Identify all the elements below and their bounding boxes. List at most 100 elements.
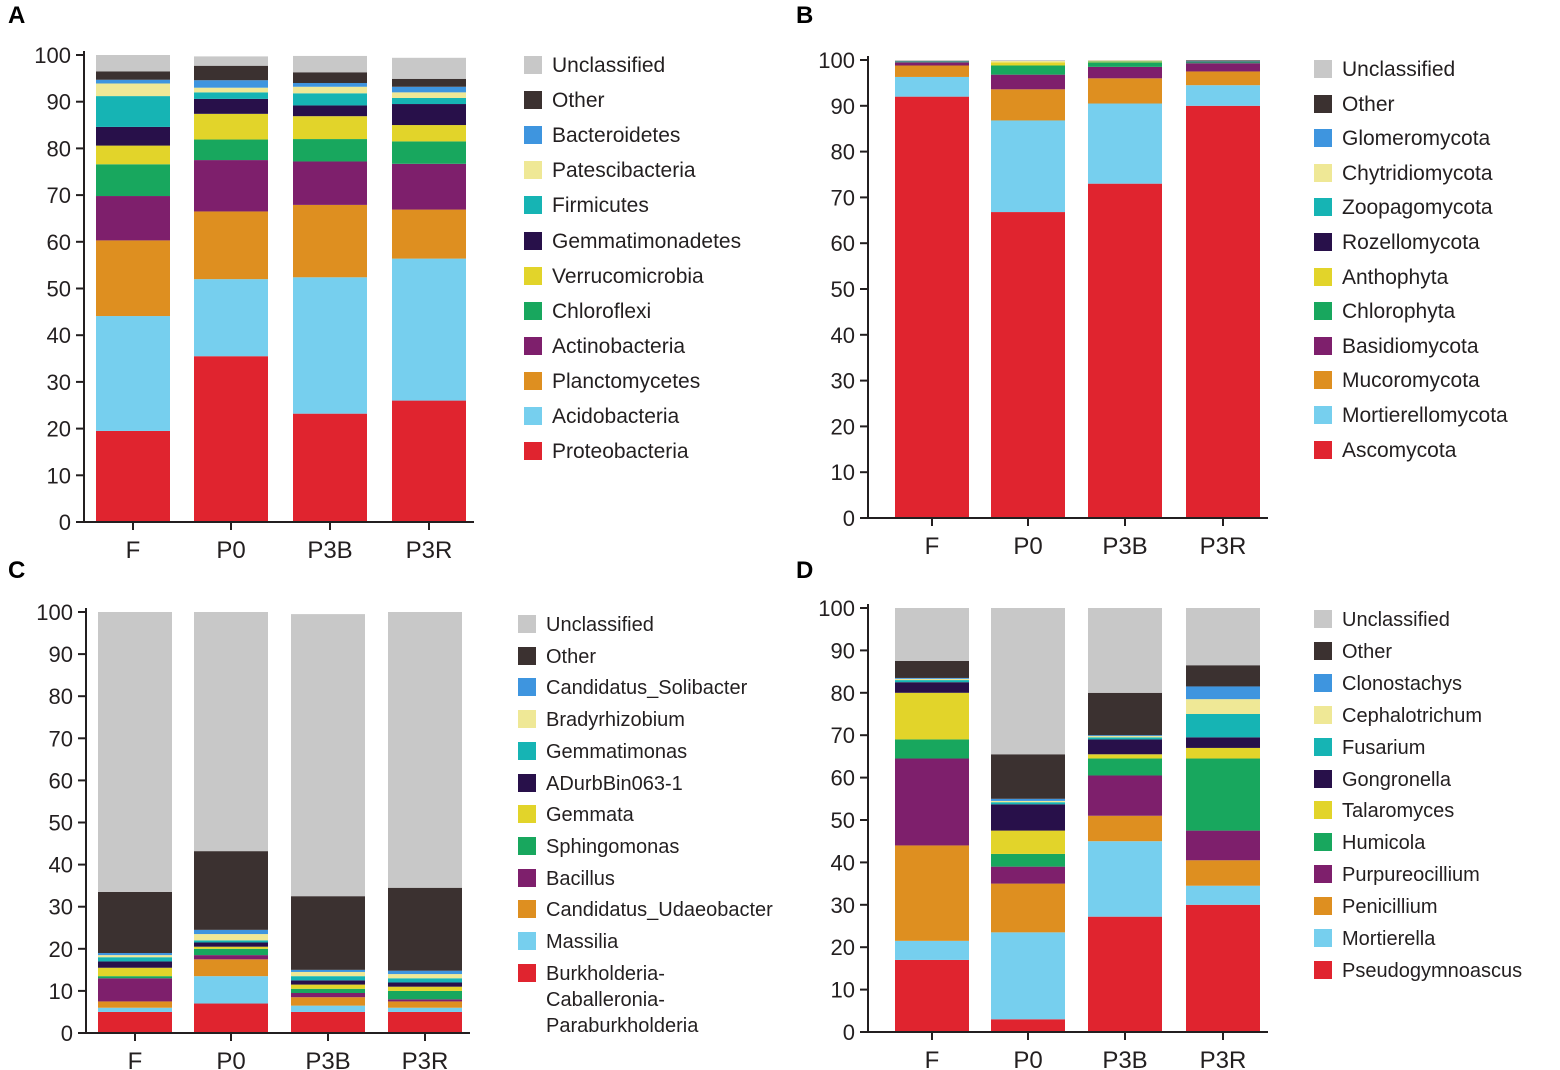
bar-segment bbox=[991, 798, 1065, 801]
y-tick-label: 100 bbox=[34, 43, 71, 68]
bar-segment bbox=[98, 1001, 172, 1008]
bar-segment bbox=[1186, 885, 1260, 905]
legend-label: Fusarium bbox=[1342, 736, 1426, 759]
bar-segment bbox=[991, 830, 1065, 854]
bar-segment bbox=[1088, 916, 1162, 1032]
legend-label: Unclassified bbox=[546, 614, 654, 636]
legend-item: Basidiomycota bbox=[1314, 336, 1479, 357]
bar-segment bbox=[1088, 78, 1162, 104]
y-tick-label: 40 bbox=[47, 323, 71, 348]
bar-segment bbox=[991, 800, 1065, 803]
bar-segment bbox=[1088, 754, 1162, 759]
legend-item: Massilia bbox=[518, 929, 618, 955]
bar-segment bbox=[96, 71, 170, 80]
panel-d: D 0 10 20 30 40 50 60 70 80 90 100 F P0 P3B P3R Unclas… bbox=[780, 555, 1560, 1070]
legend-label: Firmicutes bbox=[552, 194, 649, 218]
x-tick-label: P3B bbox=[307, 537, 352, 564]
bar-segment bbox=[388, 1007, 462, 1012]
bar-segment bbox=[895, 739, 969, 759]
bar-segment bbox=[293, 86, 367, 94]
legend-item: Chlorophyta bbox=[1314, 301, 1455, 322]
y-tick-label: 100 bbox=[818, 48, 855, 73]
legend-label: Planctomycetes bbox=[552, 369, 701, 393]
bar-segment bbox=[1186, 904, 1260, 1032]
bar-segment bbox=[98, 967, 172, 977]
x-tick-label: P3B bbox=[1102, 533, 1147, 560]
bar-segment bbox=[1186, 758, 1260, 831]
legend-item: Chloroflexi bbox=[524, 301, 651, 322]
bar-segment bbox=[392, 86, 466, 93]
legend-swatch bbox=[524, 266, 542, 285]
bar-segment bbox=[895, 692, 969, 740]
bar-segment bbox=[293, 83, 367, 87]
legend-label: Penicillium bbox=[1342, 896, 1438, 919]
bar-segment bbox=[1088, 736, 1162, 738]
bar-segment bbox=[194, 211, 268, 280]
y-tick-label: 20 bbox=[47, 417, 71, 442]
bar-segment bbox=[98, 612, 172, 892]
legend-label: Bradyrhizobium bbox=[546, 709, 685, 732]
bar-segment bbox=[291, 984, 365, 989]
bar-segment bbox=[1186, 860, 1260, 886]
legend-swatch bbox=[524, 91, 542, 110]
legend-swatch bbox=[1314, 705, 1332, 724]
bar-segment bbox=[194, 98, 268, 114]
legend-swatch bbox=[1314, 737, 1332, 756]
bar-segment bbox=[1186, 830, 1260, 861]
legend-item: Candidatus_Solibacter bbox=[518, 675, 747, 701]
bar-segment bbox=[895, 940, 969, 960]
legend-swatch bbox=[1314, 163, 1332, 182]
legend-item: Mortierellomycota bbox=[1314, 405, 1508, 426]
bar-segment bbox=[388, 1011, 462, 1033]
y-tick-label: 80 bbox=[47, 136, 71, 161]
legend-swatch bbox=[1314, 198, 1332, 217]
legend-swatch bbox=[518, 615, 536, 633]
bar-segment bbox=[895, 65, 969, 77]
bar-segment bbox=[1186, 71, 1260, 86]
x-tick-label: F bbox=[925, 1047, 940, 1070]
bar-segment bbox=[194, 56, 268, 66]
y-tick-label: 80 bbox=[831, 681, 855, 706]
legend-item: Burkholderia- Caballeronia- Paraburkhold… bbox=[518, 961, 698, 1039]
bar-segment bbox=[392, 400, 466, 522]
bar-segment bbox=[895, 758, 969, 846]
y-tick-label: 30 bbox=[49, 895, 73, 920]
bar-segment bbox=[291, 614, 365, 897]
bar-segment bbox=[895, 680, 969, 683]
y-tick-label: 80 bbox=[831, 140, 855, 165]
legend-item: Rozellomycota bbox=[1314, 232, 1480, 253]
y-tick-label: 10 bbox=[831, 978, 855, 1003]
bar-segment bbox=[293, 204, 367, 278]
bar-segment bbox=[1186, 105, 1260, 519]
legend-label: Other bbox=[1342, 92, 1395, 116]
bar-segment bbox=[991, 120, 1065, 213]
legend-swatch bbox=[1314, 801, 1332, 820]
bar-segment bbox=[388, 887, 462, 971]
panel-letter: B bbox=[796, 2, 814, 29]
legend-label: Bacteroidetes bbox=[552, 124, 681, 148]
bar-segment bbox=[96, 79, 170, 84]
bar-chart: 0 10 20 30 40 50 60 70 80 90 100 F P0 P3B P3R bbox=[818, 48, 1268, 560]
legend-swatch bbox=[518, 868, 536, 887]
legend-label: Chytridiomycota bbox=[1342, 161, 1493, 185]
bar-segment bbox=[98, 961, 172, 968]
bar-segment bbox=[1088, 815, 1162, 842]
legend-item: Glomeromycota bbox=[1314, 128, 1490, 149]
bar-segment bbox=[1186, 747, 1260, 759]
y-tick-label: 10 bbox=[47, 463, 71, 488]
panel-letter: A bbox=[8, 2, 26, 29]
bar-segment bbox=[96, 126, 170, 146]
legend-swatch bbox=[524, 231, 542, 250]
y-tick-label: 0 bbox=[843, 506, 855, 531]
panel-a: A 0 10 20 30 40 50 60 70 80 90 100 F P0 P3B P3R Unclas… bbox=[0, 0, 780, 564]
legend-label: Massilia bbox=[546, 931, 619, 953]
bar-segment bbox=[895, 959, 969, 1032]
legend-label: Clonostachys bbox=[1342, 672, 1463, 695]
legend-label: Unclassified bbox=[1342, 609, 1450, 631]
panel-letter: D bbox=[796, 557, 814, 584]
legend-item: Patescibacteria bbox=[524, 160, 696, 181]
legend-swatch bbox=[524, 301, 542, 320]
legend-label: Burkholderia- Caballeronia- Paraburkhold… bbox=[546, 962, 699, 1037]
legend-label: Other bbox=[552, 89, 605, 113]
bar-segment bbox=[194, 976, 268, 1004]
